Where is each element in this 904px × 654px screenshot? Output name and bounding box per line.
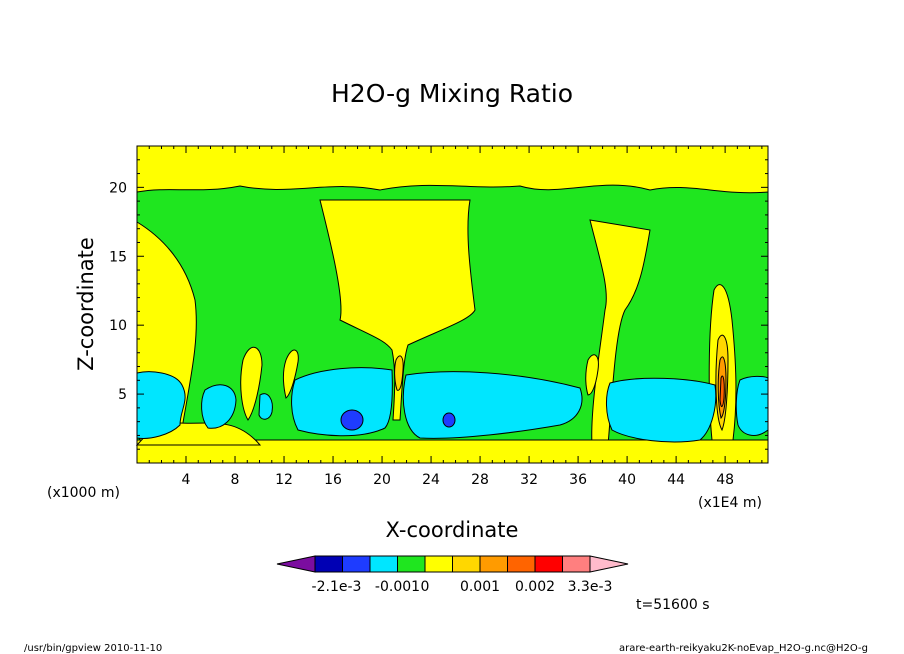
colorbar-segment [369,555,398,573]
colorbar-labels: -2.1e-3 -0.001 0 0.001 0.002 3.3e-3 [312,579,613,595]
footer-right: arare-earth-reikyaku2K-noEvap_H2O-g.nc@H… [619,643,868,654]
x-tick-marks: 4 8 12 16 20 24 28 32 36 40 44 48 [148,146,763,488]
colorbar [276,555,629,573]
footer-left: /usr/bin/gpview 2010-11-10 [24,643,162,654]
x-tick-label: 20 [373,472,391,488]
colorbar-label: -0.001 [375,579,420,595]
colorbar-segment [314,555,343,573]
x-tick-label: 28 [471,472,489,488]
plot-frame [136,145,769,464]
colorbar-segment [424,555,453,573]
x-tick-label: 48 [716,472,734,488]
x-tick-label: 36 [569,472,587,488]
contour-blue [340,409,456,431]
x-tick-label: 4 [182,472,191,488]
colorbar-label: 0.002 [515,579,555,595]
x-tick-label: 32 [520,472,538,488]
y-axis-label: Z-coordinate [74,237,98,371]
x-tick-label: 44 [667,472,685,488]
time-label: t=51600 s [636,597,710,613]
y-tick-marks: 5 10 15 20 [109,159,768,450]
colorbar-segment [342,555,371,573]
y-tick-label: 15 [109,249,127,265]
y-tick-label: 20 [109,180,127,196]
contour-orange [394,334,729,432]
y-tick-label: 10 [109,318,127,334]
y-tick-label: 5 [118,387,127,403]
colorbar-segment [507,555,536,573]
colorbar-segment [397,555,426,573]
colorbar-label: 0 [421,579,430,595]
x-axis-label: X-coordinate [386,518,519,542]
x-unit-label: (x1E4 m) [698,495,762,511]
colorbar-segment [562,555,591,573]
colorbar-label: 0.001 [460,579,500,595]
x-tick-label: 16 [324,472,342,488]
colorbar-label: 3.3e-3 [568,579,613,595]
colorbar-segment [534,555,563,573]
colorbar-min-arrow [276,555,316,573]
colorbar-max-arrow [589,555,629,573]
contour-yellow [135,145,769,464]
x-tick-label: 40 [618,472,636,488]
x-tick-label: 24 [422,472,440,488]
y-unit-label: (x1000 m) [47,485,120,501]
colorbar-segment [452,555,481,573]
colorbar-segment [479,555,508,573]
x-tick-label: 8 [231,472,240,488]
colorbar-label: -2.1e-3 [312,579,362,595]
chart-title: H2O-g Mixing Ratio [331,79,573,108]
x-tick-label: 12 [275,472,293,488]
